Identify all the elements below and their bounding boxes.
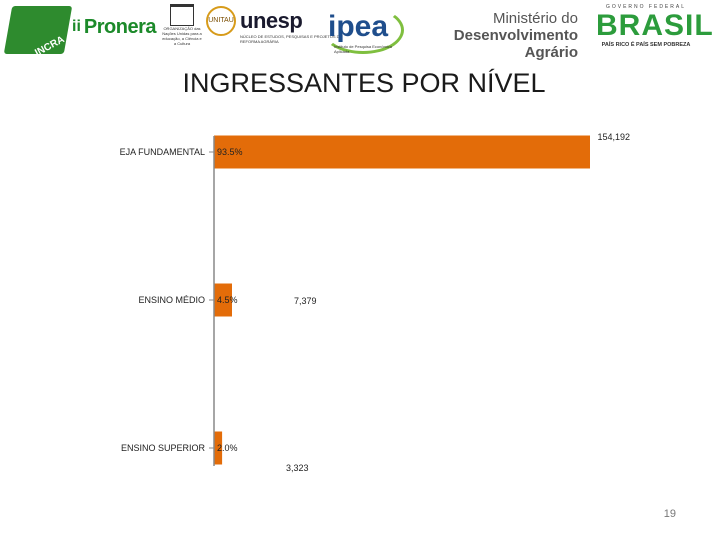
temple-icon [170, 4, 194, 26]
category-label: EJA FUNDAMENTAL [120, 147, 205, 157]
ipea-logo-text: ipea [328, 10, 389, 43]
ipea-logo: ipea Instituto de Pesquisa Econômica Apl… [322, 6, 406, 56]
bar-1 [214, 283, 232, 317]
unesp-logo: unesp NÚCLEO DE ESTUDOS, PESQUISAS E PRO… [240, 8, 344, 44]
page-number: 19 [663, 508, 676, 520]
ministerio-line2: Desenvolvimento Agrário [453, 27, 578, 61]
unesco-logo-text: ORGANIZAÇÃO das Nações Unidas para a edu… [162, 26, 202, 46]
brasil-logo-bottom: PAÍS RICO É PAÍS SEM POBREZA [601, 42, 691, 48]
brasil-logo-word: BRASIL [596, 9, 714, 42]
ipea-logo-subtext: Instituto de Pesquisa Econômica Aplicada [334, 44, 393, 54]
percent-label: 2.0% [217, 443, 238, 453]
ministerio-line1: Ministério do [492, 10, 578, 27]
pronera-logo: ii Pronera [72, 14, 156, 40]
unitau-logo: UNITAU [206, 6, 236, 36]
value-label: 154,192 [597, 132, 630, 142]
swoosh-icon [322, 6, 404, 54]
ministerio-logo: Ministério do Desenvolvimento Agrário [420, 10, 578, 61]
pronera-logo-text: Pronera [83, 15, 157, 38]
unitau-logo-text: UNITAU [208, 17, 234, 24]
value-label: 3,323 [286, 463, 309, 473]
brasil-logo-top: GOVERNO FEDERAL [605, 4, 686, 10]
percent-label: 4.5% [217, 295, 238, 305]
value-label: 7,379 [294, 296, 317, 306]
category-label: ENSINO SUPERIOR [121, 443, 206, 453]
brasil-logo: GOVERNO FEDERAL BRASIL PAÍS RICO É PAÍS … [596, 4, 714, 56]
bar-0 [214, 135, 590, 169]
logo-bar: INCRA ii Pronera ORGANIZAÇÃO das Nações … [0, 0, 720, 64]
percent-label: 93.5% [217, 147, 243, 157]
unesco-logo: ORGANIZAÇÃO das Nações Unidas para a edu… [162, 4, 202, 60]
pronera-mark-icon: ii [72, 18, 81, 35]
bar-2 [214, 431, 223, 465]
unesp-logo-subtext: NÚCLEO DE ESTUDOS, PESQUISAS E PROJETOS … [240, 34, 343, 44]
page-title: INGRESSANTES POR NÍVEL [182, 68, 546, 98]
unesp-logo-text: unesp [240, 8, 303, 33]
category-label: ENSINO MÉDIO [138, 295, 205, 305]
